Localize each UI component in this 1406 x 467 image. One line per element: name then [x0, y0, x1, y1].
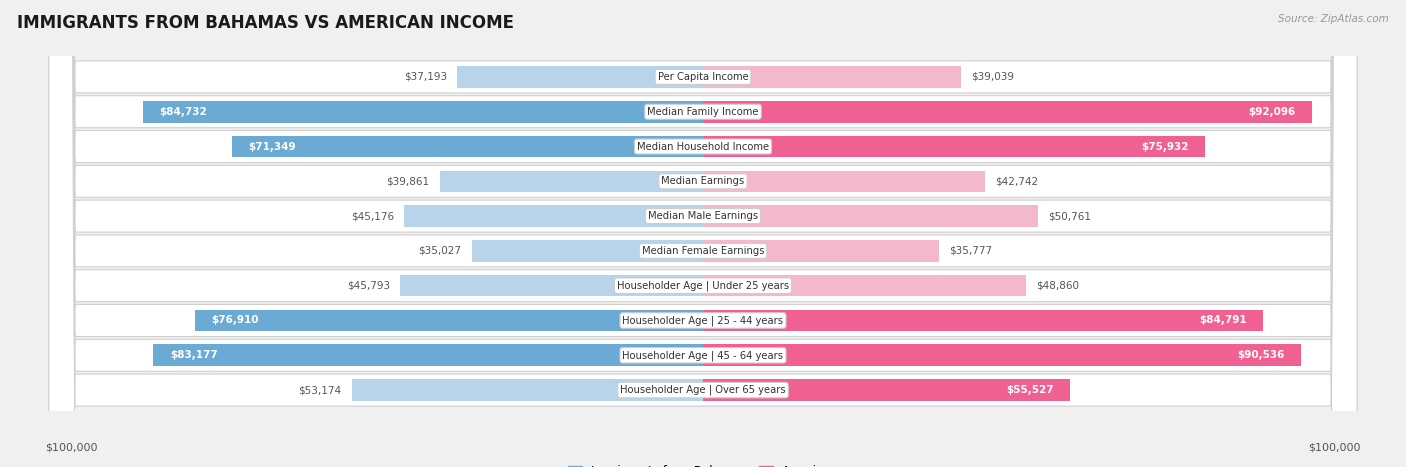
FancyBboxPatch shape: [49, 0, 1357, 467]
Bar: [703, 205, 1039, 227]
Bar: [195, 310, 703, 331]
FancyBboxPatch shape: [49, 0, 1357, 467]
Text: Per Capita Income: Per Capita Income: [658, 72, 748, 82]
Text: $100,000: $100,000: [1309, 443, 1361, 453]
Bar: [143, 101, 703, 122]
Text: $83,177: $83,177: [170, 350, 218, 360]
Bar: [703, 66, 960, 88]
Bar: [703, 240, 939, 262]
Bar: [703, 170, 986, 192]
Bar: [703, 136, 1205, 157]
Text: Median Household Income: Median Household Income: [637, 142, 769, 151]
Text: $84,791: $84,791: [1199, 316, 1247, 325]
Bar: [440, 170, 703, 192]
FancyBboxPatch shape: [49, 0, 1357, 467]
FancyBboxPatch shape: [49, 0, 1357, 467]
Text: Median Male Earnings: Median Male Earnings: [648, 211, 758, 221]
Bar: [703, 101, 1312, 122]
Text: $48,860: $48,860: [1036, 281, 1078, 290]
Text: IMMIGRANTS FROM BAHAMAS VS AMERICAN INCOME: IMMIGRANTS FROM BAHAMAS VS AMERICAN INCO…: [17, 14, 513, 32]
Text: $37,193: $37,193: [404, 72, 447, 82]
Legend: Immigrants from Bahamas, American: Immigrants from Bahamas, American: [562, 460, 844, 467]
FancyBboxPatch shape: [49, 0, 1357, 467]
Text: $75,932: $75,932: [1140, 142, 1188, 151]
Bar: [153, 345, 703, 366]
Bar: [703, 275, 1026, 297]
Text: $35,027: $35,027: [419, 246, 461, 256]
Text: $76,910: $76,910: [211, 316, 259, 325]
Text: Source: ZipAtlas.com: Source: ZipAtlas.com: [1278, 14, 1389, 24]
Text: Median Female Earnings: Median Female Earnings: [641, 246, 765, 256]
Text: $45,176: $45,176: [352, 211, 395, 221]
Text: $55,527: $55,527: [1005, 385, 1053, 395]
Text: $90,536: $90,536: [1237, 350, 1285, 360]
FancyBboxPatch shape: [49, 0, 1357, 467]
Bar: [352, 379, 703, 401]
Text: $39,039: $39,039: [972, 72, 1014, 82]
FancyBboxPatch shape: [49, 0, 1357, 467]
Bar: [703, 310, 1264, 331]
Text: Householder Age | 25 - 44 years: Householder Age | 25 - 44 years: [623, 315, 783, 326]
Text: $42,742: $42,742: [995, 177, 1039, 186]
Text: $71,349: $71,349: [247, 142, 295, 151]
Bar: [703, 379, 1070, 401]
Text: $92,096: $92,096: [1247, 107, 1295, 117]
Bar: [232, 136, 703, 157]
Text: $39,861: $39,861: [387, 177, 430, 186]
Text: Median Earnings: Median Earnings: [661, 177, 745, 186]
Bar: [405, 205, 703, 227]
Text: Householder Age | Over 65 years: Householder Age | Over 65 years: [620, 385, 786, 396]
Bar: [703, 345, 1302, 366]
Bar: [471, 240, 703, 262]
Bar: [457, 66, 703, 88]
Text: $35,777: $35,777: [949, 246, 993, 256]
FancyBboxPatch shape: [49, 0, 1357, 467]
Text: $84,732: $84,732: [160, 107, 207, 117]
Text: $45,793: $45,793: [347, 281, 391, 290]
FancyBboxPatch shape: [49, 0, 1357, 467]
FancyBboxPatch shape: [49, 0, 1357, 467]
Text: Householder Age | 45 - 64 years: Householder Age | 45 - 64 years: [623, 350, 783, 361]
Text: $100,000: $100,000: [45, 443, 97, 453]
Text: $53,174: $53,174: [298, 385, 342, 395]
Text: $50,761: $50,761: [1049, 211, 1091, 221]
Bar: [401, 275, 703, 297]
Text: Median Family Income: Median Family Income: [647, 107, 759, 117]
Text: Householder Age | Under 25 years: Householder Age | Under 25 years: [617, 281, 789, 291]
